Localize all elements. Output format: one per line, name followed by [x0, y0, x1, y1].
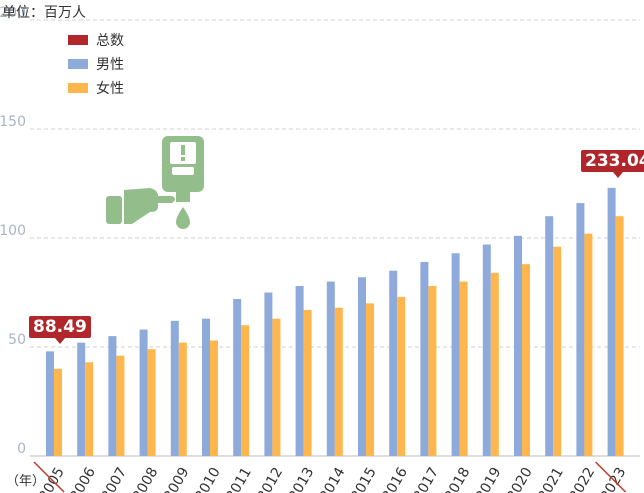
- legend-item-male: 男性: [68, 52, 124, 76]
- x-tick-label-2009: 2009: [161, 465, 193, 493]
- bar-female-2021: [553, 246, 562, 456]
- x-axis-unit: （年）: [6, 474, 46, 489]
- bar-female-2020: [522, 264, 530, 456]
- x-tick-label-2017: 2017: [410, 465, 442, 493]
- x-tick-label-2012: 2012: [254, 465, 286, 493]
- y-tick-label: 200: [0, 5, 26, 21]
- bar-male-2020: [514, 235, 522, 456]
- legend-swatch-male: [68, 59, 88, 69]
- bars: [46, 187, 624, 457]
- glucose-meter-illustration: [106, 136, 204, 229]
- legend-item-total: 总数: [68, 28, 124, 52]
- y-axis-ticks: 0 50 100 150 200: [0, 5, 26, 457]
- y-tick-label: 0: [17, 441, 26, 457]
- x-tick-label-2022: 2022: [566, 465, 598, 493]
- bar-female-2008: [147, 349, 156, 456]
- legend-label-female: 女性: [96, 81, 124, 97]
- x-tick-label-2014: 2014: [317, 465, 349, 493]
- x-tick-label-2006: 2006: [67, 465, 99, 493]
- bar-female-2015: [366, 303, 374, 456]
- bar-male-2016: [389, 270, 398, 456]
- bar-female-2012: [272, 318, 281, 456]
- callout-end-total: 233.04: [581, 150, 644, 178]
- bar-male-2023: [607, 187, 616, 457]
- bar-female-2023: [615, 216, 624, 456]
- bar-male-2010: [202, 318, 210, 456]
- bar-female-2019: [490, 272, 499, 456]
- unit-label: 单位：百万人: [2, 5, 86, 21]
- bar-female-2018: [459, 281, 468, 456]
- year-accent-line: [33, 461, 65, 493]
- bar-female-2010: [210, 340, 218, 456]
- x-axis-ticks: 2005200620072008200920102011201220132014…: [33, 461, 629, 493]
- bar-female-2007: [116, 355, 125, 456]
- x-tick-label-2021: 2021: [535, 465, 567, 493]
- bar-male-2018: [451, 253, 460, 456]
- legend-swatch-total: [68, 35, 88, 45]
- bar-female-2016: [397, 296, 406, 456]
- bar-male-2009: [170, 320, 179, 456]
- bar-male-2019: [482, 244, 491, 456]
- x-tick-label-2018: 2018: [442, 465, 474, 493]
- bar-female-2006: [85, 362, 94, 456]
- blood-drop-icon: [176, 207, 190, 229]
- legend: 总数 男性 女性: [68, 28, 124, 100]
- x-tick-label-2010: 2010: [192, 465, 224, 493]
- legend-item-female: 女性: [68, 76, 124, 100]
- x-tick-label-2013: 2013: [286, 465, 318, 493]
- legend-label-total: 总数: [96, 33, 124, 49]
- bar-male-2007: [108, 336, 117, 456]
- legend-label-male: 男性: [96, 57, 124, 73]
- y-tick-label: 150: [0, 114, 26, 130]
- bar-male-2022: [576, 203, 585, 456]
- bar-male-2014: [326, 281, 335, 456]
- bar-male-2017: [420, 261, 429, 456]
- glucose-meter-icon: [162, 136, 204, 202]
- bar-female-2011: [241, 325, 250, 456]
- x-tick-label-2011: 2011: [223, 465, 255, 493]
- bar-male-2012: [264, 292, 273, 456]
- bar-male-2006: [77, 342, 86, 456]
- x-tick-label-2020: 2020: [504, 465, 536, 493]
- y-tick-label: 100: [0, 223, 26, 239]
- bar-male-2005: [46, 351, 54, 456]
- bar-female-2022: [584, 233, 593, 456]
- bar-female-2009: [178, 342, 187, 456]
- bar-male-2011: [233, 299, 242, 456]
- bar-male-2008: [139, 329, 148, 456]
- year-accent-line: [595, 461, 627, 493]
- bar-male-2013: [295, 285, 304, 456]
- bar-female-2005: [54, 368, 62, 456]
- bar-female-2017: [428, 285, 437, 456]
- callout-start-total: 88.49: [29, 316, 91, 344]
- x-tick-label-2019: 2019: [473, 465, 505, 493]
- hand-pointing-icon: [106, 188, 175, 224]
- x-tick-label-2008: 2008: [130, 465, 162, 493]
- legend-swatch-female: [68, 83, 88, 93]
- x-tick-label-2015: 2015: [348, 465, 380, 493]
- x-tick-label-2007: 2007: [98, 465, 130, 493]
- bar-male-2015: [358, 277, 366, 456]
- bar-female-2014: [334, 307, 343, 456]
- bar-female-2013: [303, 309, 312, 456]
- y-tick-label: 50: [8, 332, 26, 348]
- bar-male-2021: [545, 216, 554, 456]
- x-tick-label-2016: 2016: [379, 465, 411, 493]
